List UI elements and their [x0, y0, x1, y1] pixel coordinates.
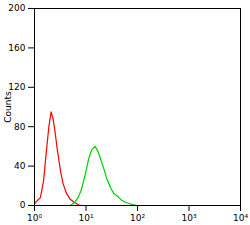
svg-text:160: 160	[8, 43, 25, 53]
svg-text:80: 80	[14, 122, 26, 132]
svg-text:120: 120	[8, 82, 25, 92]
svg-text:40: 40	[14, 161, 26, 171]
svg-text:Counts: Counts	[3, 91, 13, 123]
svg-text:10²: 10²	[130, 213, 145, 223]
svg-text:10⁴: 10⁴	[233, 213, 248, 223]
svg-text:10³: 10³	[181, 213, 196, 223]
svg-text:10¹: 10¹	[78, 213, 93, 223]
svg-text:10⁰: 10⁰	[27, 213, 42, 223]
svg-text:0: 0	[20, 200, 26, 210]
svg-text:200: 200	[8, 3, 25, 13]
